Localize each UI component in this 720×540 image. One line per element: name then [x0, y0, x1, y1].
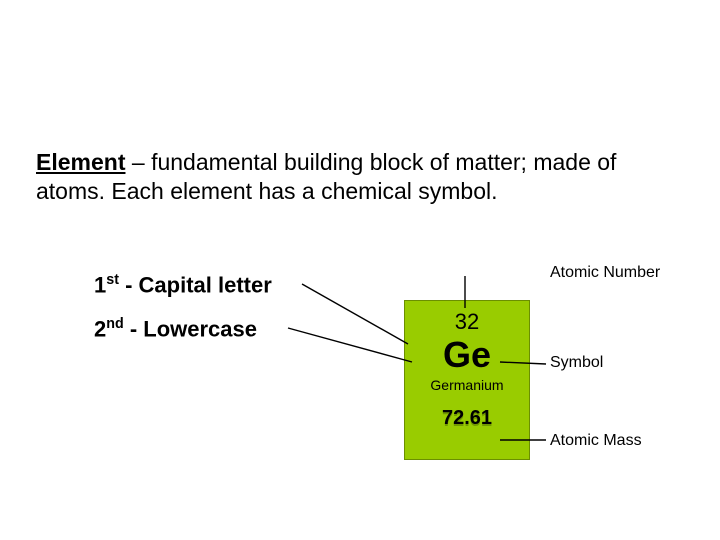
slide: Element – fundamental building block of … — [0, 0, 720, 540]
label-symbol: Symbol — [550, 354, 603, 372]
label-atomic-number: Atomic Number — [550, 264, 660, 282]
rule-2-text: - Lowercase — [124, 316, 257, 341]
rule-second-lowercase: 2nd - Lowercase — [94, 316, 257, 342]
rule-1-text: - Capital letter — [119, 272, 272, 297]
tile-symbol: Ge — [405, 337, 529, 373]
definition-term: Element — [36, 149, 125, 175]
periodic-element-tile: 32 Ge Germanium 72.61 72.61 — [404, 300, 530, 460]
tile-atomic-mass: 72.61 72.61 — [405, 407, 529, 430]
tile-mass-value: 72.61 — [442, 407, 492, 429]
tile-atomic-number: 32 — [405, 309, 529, 335]
rule-1-sup: st — [106, 272, 119, 288]
definition-body-a: fundamental building block of matter; — [151, 149, 533, 175]
definition-sep: – — [125, 149, 151, 175]
rule-first-capital: 1st - Capital letter — [94, 272, 272, 298]
element-definition: Element – fundamental building block of … — [36, 148, 684, 206]
rule-2-sup: nd — [106, 316, 123, 332]
tile-element-name: Germanium — [405, 377, 529, 393]
rule-2-ord: 2 — [94, 316, 106, 341]
rule-1-ord: 1 — [94, 272, 106, 297]
label-atomic-mass: Atomic Mass — [550, 432, 642, 450]
